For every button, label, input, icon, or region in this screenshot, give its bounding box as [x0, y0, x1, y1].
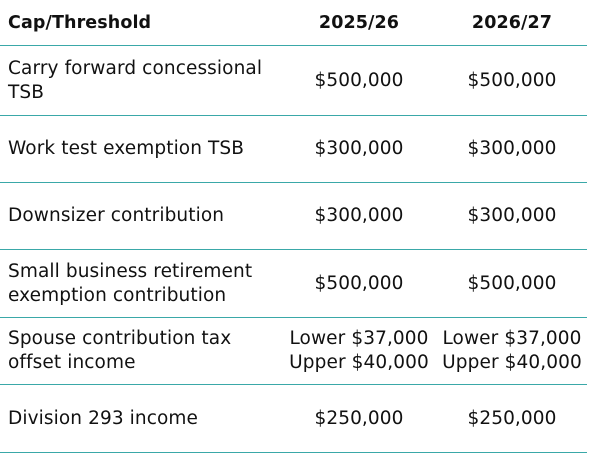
row-label-line: Spouse contribution tax	[8, 328, 232, 349]
table-row: Spouse contribution tax offset income Lo…	[0, 318, 587, 385]
row-label-line: TSB	[8, 81, 45, 103]
header-2026-27: 2026/27	[471, 12, 553, 33]
value-2025-26: Lower $37,000 Upper $40,000	[281, 327, 437, 375]
table-row: Work test exemption TSB $300,000 $300,00…	[0, 116, 587, 183]
value-line: Lower $37,000	[289, 328, 429, 349]
value-2025-26: $300,000	[314, 205, 404, 226]
row-label-line: exemption contribution	[8, 284, 227, 306]
table-row: Small business retirement exemption cont…	[0, 250, 587, 318]
value-2025-26: $500,000	[314, 272, 404, 294]
row-label-line: Small business retirement	[8, 260, 253, 282]
value-2026-27: $500,000	[467, 272, 557, 294]
row-label-line: offset income	[8, 352, 136, 373]
row-label: Division 293 income	[8, 407, 199, 429]
row-label: Spouse contribution tax offset income	[0, 327, 281, 375]
value-line: Lower $37,000	[442, 328, 582, 349]
header-2025-26: 2025/26	[318, 12, 400, 33]
value-2025-26: $300,000	[314, 138, 404, 159]
value-2025-26: $500,000	[314, 69, 404, 91]
value-2026-27: $300,000	[467, 205, 557, 226]
table-row: Downsizer contribution $300,000 $300,000	[0, 183, 587, 250]
table-row: Carry forward concessional TSB $500,000 …	[0, 46, 587, 116]
row-label: Downsizer contribution	[8, 205, 225, 226]
row-label: Work test exemption TSB	[8, 138, 245, 159]
row-label: Carry forward concessional TSB	[0, 57, 281, 105]
table-header-row: Cap/Threshold 2025/26 2026/27	[0, 0, 587, 46]
value-2026-27: $300,000	[467, 138, 557, 159]
table-row: Division 293 income $250,000 $250,000	[0, 385, 587, 453]
value-2026-27: $500,000	[467, 69, 557, 91]
value-2025-26: $250,000	[314, 407, 404, 429]
value-2026-27: Lower $37,000 Upper $40,000	[437, 327, 587, 375]
value-line: Upper $40,000	[289, 352, 429, 373]
row-label: Small business retirement exemption cont…	[0, 260, 281, 308]
value-2026-27: $250,000	[467, 407, 557, 429]
value-line: Upper $40,000	[442, 352, 582, 373]
row-label-line: Carry forward concessional	[8, 57, 263, 79]
header-cap-threshold: Cap/Threshold	[8, 12, 152, 33]
